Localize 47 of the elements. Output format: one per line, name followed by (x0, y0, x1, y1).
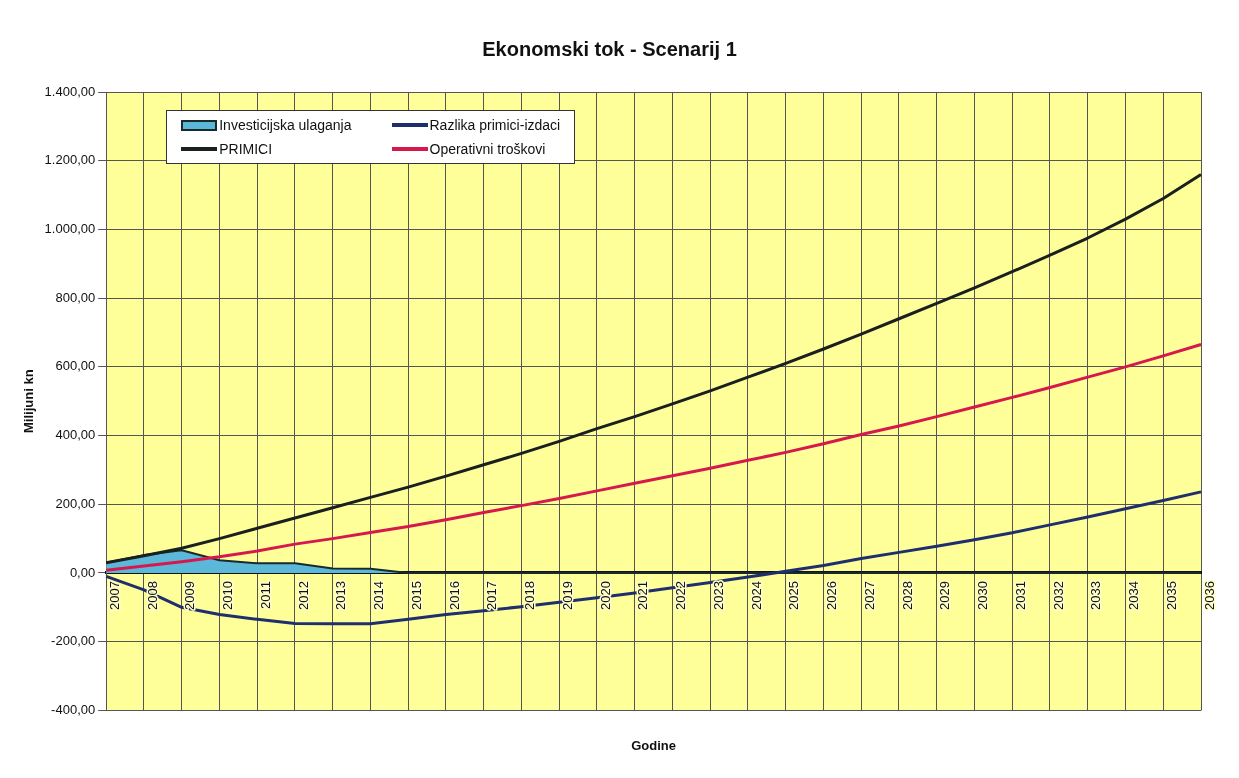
x-tick-label: 2033 (1088, 580, 1104, 610)
x-tick-label: 2024 (748, 580, 764, 610)
y-tick-label: 1.200,00 (44, 152, 96, 168)
chart-title: Ekonomski tok - Scenarij 1 (482, 37, 737, 60)
x-tick-label: 2016 (446, 580, 462, 610)
x-tick-label: 2029 (937, 580, 953, 610)
y-tick-label: 600,00 (55, 358, 96, 374)
x-tick-label: 2012 (295, 580, 311, 610)
x-tick-label: 2022 (673, 580, 689, 610)
legend-label: Investicijska ulaganja (219, 117, 352, 133)
x-tick-label: 2015 (408, 580, 424, 610)
x-tick-label: 2025 (786, 580, 802, 610)
x-tick-label: 2014 (371, 580, 387, 610)
x-tick-label: 2026 (824, 580, 840, 610)
x-tick-label: 2010 (220, 580, 236, 610)
x-tick-label: 2019 (559, 580, 575, 610)
x-tick-label: 2032 (1050, 580, 1066, 610)
legend-label: Operativni troškovi (429, 141, 546, 157)
y-tick-label: 1.400,00 (44, 83, 96, 99)
legend-label: PRIMICI (219, 141, 273, 157)
y-tick-label: 800,00 (55, 289, 96, 305)
y-tick-label: 0,00 (69, 564, 96, 580)
y-tick-label: 400,00 (55, 427, 96, 443)
y-axis-title: Milijuni kn (21, 369, 37, 433)
x-tick-label: 2018 (522, 580, 538, 610)
x-tick-label: 2017 (484, 580, 500, 610)
x-tick-label: 2021 (635, 580, 651, 610)
y-tick-label: 200,00 (55, 495, 96, 511)
x-tick-label: 2011 (257, 580, 273, 609)
x-tick-label: 2030 (975, 580, 991, 610)
x-tick-label: 2036 (1201, 580, 1217, 610)
x-tick-label: 2020 (597, 580, 613, 610)
x-tick-label: 2013 (333, 580, 349, 610)
x-tick-label: 2009 (182, 580, 198, 610)
x-tick-label: 2027 (861, 580, 877, 610)
y-tick-label: -400,00 (51, 701, 96, 717)
x-tick-label: 2031 (1012, 580, 1028, 610)
x-tick-label: 2007 (106, 580, 122, 610)
x-tick-label: 2008 (144, 580, 160, 610)
x-tick-label: 2034 (1126, 580, 1142, 610)
legend-label: Razlika primici-izdaci (429, 117, 561, 133)
y-tick-label: 1.000,00 (44, 221, 96, 236)
y-tick-label: -200,00 (51, 633, 96, 649)
x-tick-label: 2028 (899, 580, 915, 610)
x-tick-label: 2035 (1163, 580, 1179, 610)
x-axis-title: Godine (631, 737, 676, 753)
x-tick-label: 2023 (710, 580, 726, 610)
